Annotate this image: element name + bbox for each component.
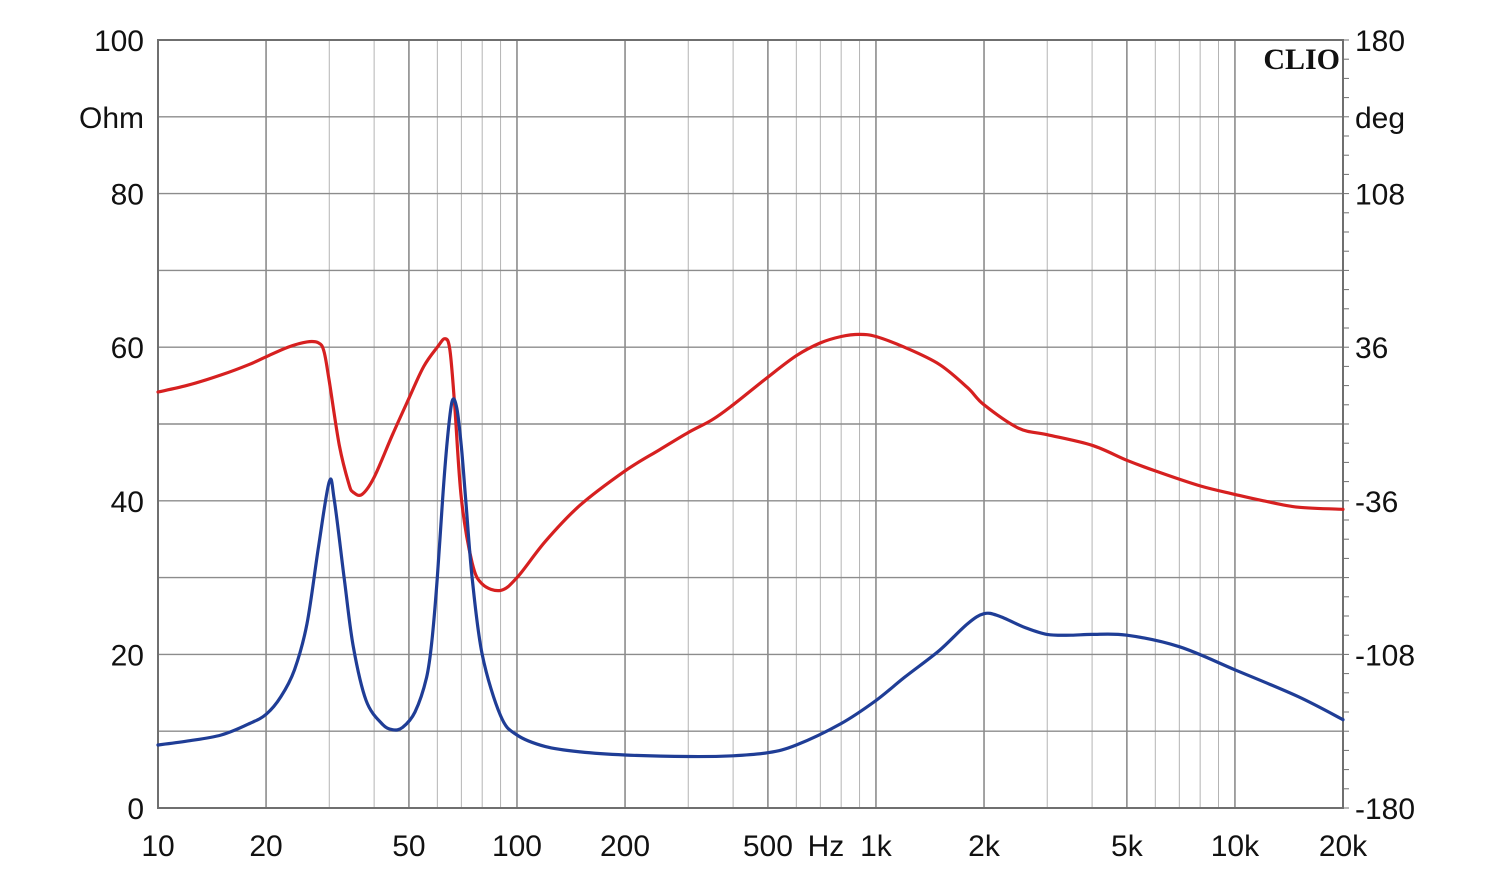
impedance-curve-line	[156, 397, 1345, 759]
series-layer	[156, 332, 1345, 759]
right-axis-unit-label: deg	[1355, 102, 1405, 135]
right-axis-tick-labels: -180 -108 -36 36 108 180	[1355, 25, 1415, 826]
right-tick-label: 108	[1355, 179, 1405, 212]
left-tick-label: 80	[111, 179, 144, 212]
right-tick-label: -180	[1355, 793, 1415, 826]
x-tick-label: 10	[141, 830, 174, 863]
right-tick-label: 180	[1355, 25, 1405, 58]
left-tick-label: 40	[111, 486, 144, 519]
phase-curve-line	[156, 332, 1345, 593]
x-tick-label: 200	[600, 830, 650, 863]
x-tick-label: 50	[392, 830, 425, 863]
x-tick-label: 100	[492, 830, 542, 863]
x-tick-label: 20	[249, 830, 282, 863]
left-axis-unit-label: Ohm	[79, 102, 144, 135]
plot-area-frame	[157, 39, 1344, 809]
right-tick-label: -108	[1355, 639, 1415, 672]
left-tick-label: 100	[94, 25, 144, 58]
x-tick-label: 1k	[860, 830, 893, 863]
left-tick-label: 20	[111, 639, 144, 672]
clio-brand-label: CLIO	[1263, 43, 1340, 76]
right-tick-label: 36	[1355, 332, 1388, 365]
x-tick-label: 2k	[968, 830, 1001, 863]
major-gridlines	[158, 39, 1349, 809]
left-tick-label: 60	[111, 332, 144, 365]
x-tick-label: 10k	[1211, 830, 1260, 863]
x-axis-unit-label: Hz	[808, 830, 845, 863]
left-axis-tick-labels: 0 20 40 60 80 100	[94, 25, 144, 826]
x-tick-label: 20k	[1319, 830, 1368, 863]
left-tick-label: 0	[127, 793, 144, 826]
right-tick-label: -36	[1355, 486, 1398, 519]
x-tick-label: 500	[743, 830, 793, 863]
x-tick-label: 5k	[1111, 830, 1144, 863]
x-axis-tick-labels: 10 20 50 100 200 500 1k 2k 5k 10k 20k	[141, 830, 1368, 863]
